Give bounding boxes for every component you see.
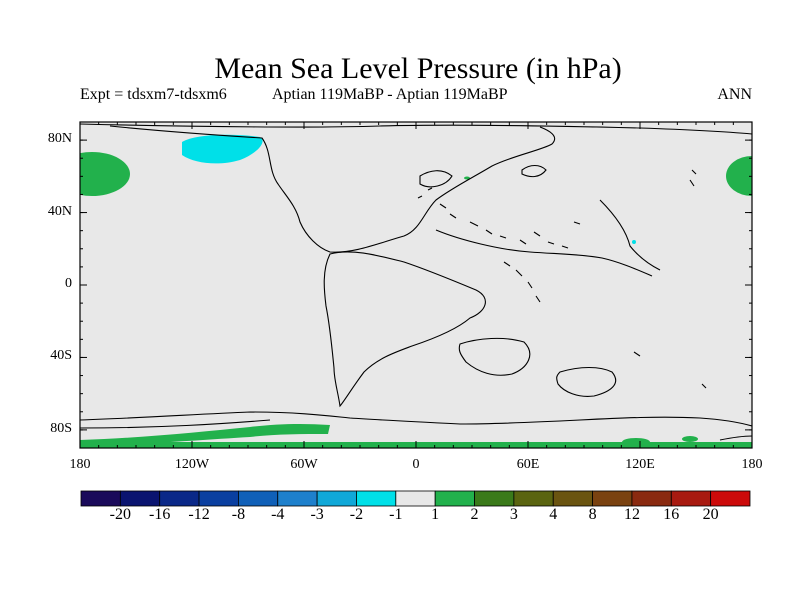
map-title: Mean Sea Level Pressure (in hPa) <box>214 52 622 85</box>
coastline <box>80 123 752 135</box>
colorbar-label: -2 <box>349 506 364 523</box>
coastline <box>80 411 752 427</box>
positive-anomaly-region <box>464 176 470 180</box>
colorbar-label: 4 <box>549 506 558 523</box>
colorbar-swatch <box>198 490 239 507</box>
coastlines <box>80 123 752 441</box>
colorbar-swatch <box>670 490 712 507</box>
colorbar <box>80 490 751 507</box>
colorbar-label: 3 <box>509 506 518 523</box>
lon-tick-label: 60W <box>290 457 318 472</box>
colorbar-swatch <box>710 490 751 507</box>
colorbar-label: 16 <box>663 506 680 523</box>
colorbar-label: 1 <box>431 506 440 523</box>
colorbar-swatch <box>513 490 554 507</box>
colorbar-swatch <box>238 490 279 507</box>
lat-tick-label: 80S <box>50 420 72 436</box>
colorbar-label: -20 <box>109 506 131 523</box>
lon-tick-label: 120E <box>625 457 655 472</box>
colorbar-label: -16 <box>149 506 171 523</box>
lon-tick-label: 0 <box>412 457 420 472</box>
colorbar-label: -12 <box>188 506 210 523</box>
colorbar-swatch <box>434 490 475 507</box>
season-label: ANN <box>717 86 752 103</box>
colorbar-label: 2 <box>470 506 479 523</box>
colorbar-swatch <box>474 490 515 507</box>
positive-anomaly-region <box>80 423 330 446</box>
coastline <box>419 170 453 188</box>
lat-tick-label: 40N <box>47 203 72 219</box>
colorbar-swatch <box>356 490 397 507</box>
map-background <box>80 122 752 448</box>
lon-tick-label: 60E <box>516 457 540 472</box>
colorbar-label: -3 <box>310 506 324 523</box>
colorbar-label: 8 <box>588 506 597 523</box>
colorbar-label: 12 <box>623 506 640 523</box>
colorbar-label: -4 <box>271 506 285 523</box>
positive-anomaly-region <box>80 152 130 196</box>
colorbar-swatch <box>631 490 672 507</box>
coastline <box>323 251 486 408</box>
negative-anomaly-region <box>632 240 636 244</box>
lat-tick-label: 0 <box>65 276 72 291</box>
colorbar-swatch <box>119 490 161 507</box>
anomaly-shading <box>80 134 752 448</box>
coastline <box>109 125 556 253</box>
positive-anomaly-region <box>726 156 752 196</box>
island-segments <box>417 169 707 389</box>
coastline <box>435 199 661 277</box>
colorbar-swatch <box>277 490 318 507</box>
colorbar-swatch <box>80 490 121 507</box>
colorbar-swatch <box>316 490 357 507</box>
experiment-label: Expt = tdsxm7-tdsxm6 <box>80 86 227 103</box>
lat-tick-label: 80N <box>47 131 72 147</box>
coastline <box>556 366 617 397</box>
coastline <box>521 164 547 178</box>
axis-ticks <box>79 121 753 449</box>
lon-tick-label: 120W <box>174 457 210 472</box>
lat-tick-label: 40S <box>50 348 72 364</box>
colorbar-swatch <box>395 490 436 507</box>
positive-anomaly-region <box>682 436 698 442</box>
coastline <box>458 337 531 376</box>
colorbar-swatch <box>592 490 633 507</box>
colorbar-label: 20 <box>702 506 719 523</box>
negative-anomaly-region <box>182 134 263 164</box>
case-label: Aptian 119MaBP - Aptian 119MaBP <box>272 86 508 103</box>
colorbar-label: -1 <box>389 506 403 523</box>
colorbar-label: -8 <box>231 506 246 523</box>
lon-tick-label: 180 <box>741 457 763 472</box>
lon-tick-label: 180 <box>69 457 91 472</box>
positive-anomaly-region <box>622 438 650 446</box>
colorbar-swatch <box>159 490 200 507</box>
coastline <box>80 419 752 441</box>
colorbar-swatch <box>552 490 593 507</box>
